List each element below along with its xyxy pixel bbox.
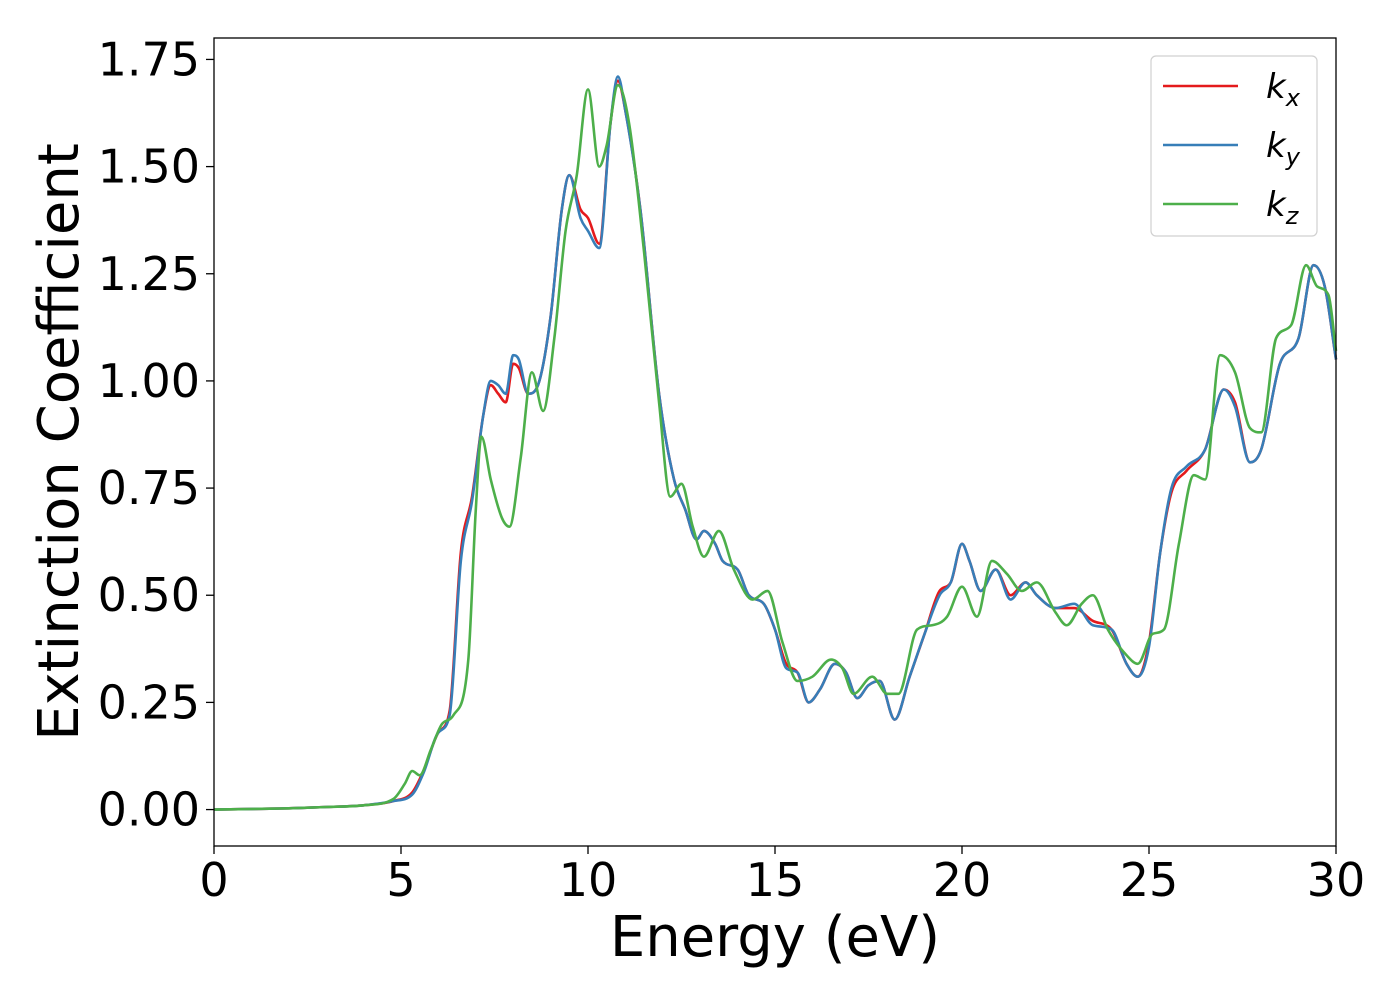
plot-area <box>214 38 1336 846</box>
x-tick-label: 30 <box>1307 853 1366 907</box>
y-tick-label: 0.50 <box>98 568 200 622</box>
y-tick-label: 0.75 <box>98 461 200 515</box>
axis-ticks: 0 5 10 15 20 25 30 0.00 0.25 0.50 0.75 1.00 1.25 1.50… <box>98 32 1366 907</box>
y-axis-title: Extinction Coefficient <box>27 143 92 741</box>
y-tick-label: 1.75 <box>98 32 200 86</box>
series-line-ky <box>213 75 1338 811</box>
legend-label-kz: kz <box>1266 185 1300 230</box>
series-line-kz <box>213 83 1338 811</box>
legend-label-ky: ky <box>1266 126 1301 171</box>
x-tick-label: 15 <box>746 853 805 907</box>
y-tick-label: 0.00 <box>98 783 200 837</box>
x-tick-label: 5 <box>386 853 415 907</box>
legend: kx ky kz <box>1150 55 1318 237</box>
y-tick-label: 0.25 <box>98 675 200 729</box>
legend-label-kx: kx <box>1266 67 1301 112</box>
y-tick-label: 1.00 <box>98 354 200 408</box>
y-tick-label: 1.50 <box>98 140 200 194</box>
x-tick-label: 20 <box>933 853 992 907</box>
x-tick-label: 10 <box>559 853 618 907</box>
x-tick-label: 25 <box>1120 853 1179 907</box>
plot-frame <box>213 37 1337 847</box>
legend-entries: kx ky kz <box>1163 67 1301 230</box>
y-tick-label: 1.25 <box>98 247 200 301</box>
x-tick-label: 0 <box>199 853 228 907</box>
x-axis-title: Energy (eV) <box>610 905 940 970</box>
series-lines <box>213 75 1338 811</box>
